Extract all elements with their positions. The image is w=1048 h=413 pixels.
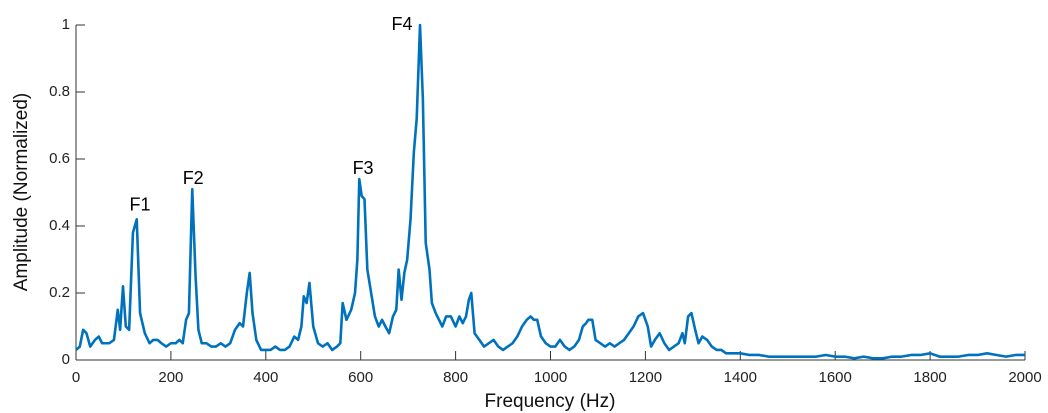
x-tick-label: 0 [72, 369, 80, 386]
x-tick-label: 200 [158, 369, 183, 386]
data-line [75, 23, 1025, 360]
x-tick-label: 1400 [724, 369, 757, 386]
peak-annotation: F2 [183, 168, 204, 188]
peak-annotation: F3 [353, 158, 374, 178]
y-tick-label: 0.2 [49, 284, 70, 301]
x-tick-label: 1000 [534, 369, 567, 386]
peak-annotation: F4 [391, 14, 412, 34]
y-tick-label: 1 [62, 16, 70, 33]
x-tick-label: 2000 [1008, 369, 1041, 386]
x-tick-label: 400 [253, 369, 278, 386]
peak-annotation: F1 [130, 195, 151, 215]
x-tick-label: 1800 [913, 369, 946, 386]
y-tick-label: 0.8 [49, 83, 70, 100]
y-tick-label: 0.4 [49, 217, 70, 234]
x-tick-label: 1200 [629, 369, 662, 386]
y-axis-label: Amplitude (Normalized) [11, 93, 32, 292]
x-tick-label: 800 [443, 369, 468, 386]
x-tick-label: 600 [348, 369, 373, 386]
x-tick-label: 1600 [819, 369, 852, 386]
y-tick-label: 0.6 [49, 150, 70, 167]
y-tick-label: 0 [62, 351, 70, 368]
x-axis-label: Frequency (Hz) [485, 391, 616, 412]
